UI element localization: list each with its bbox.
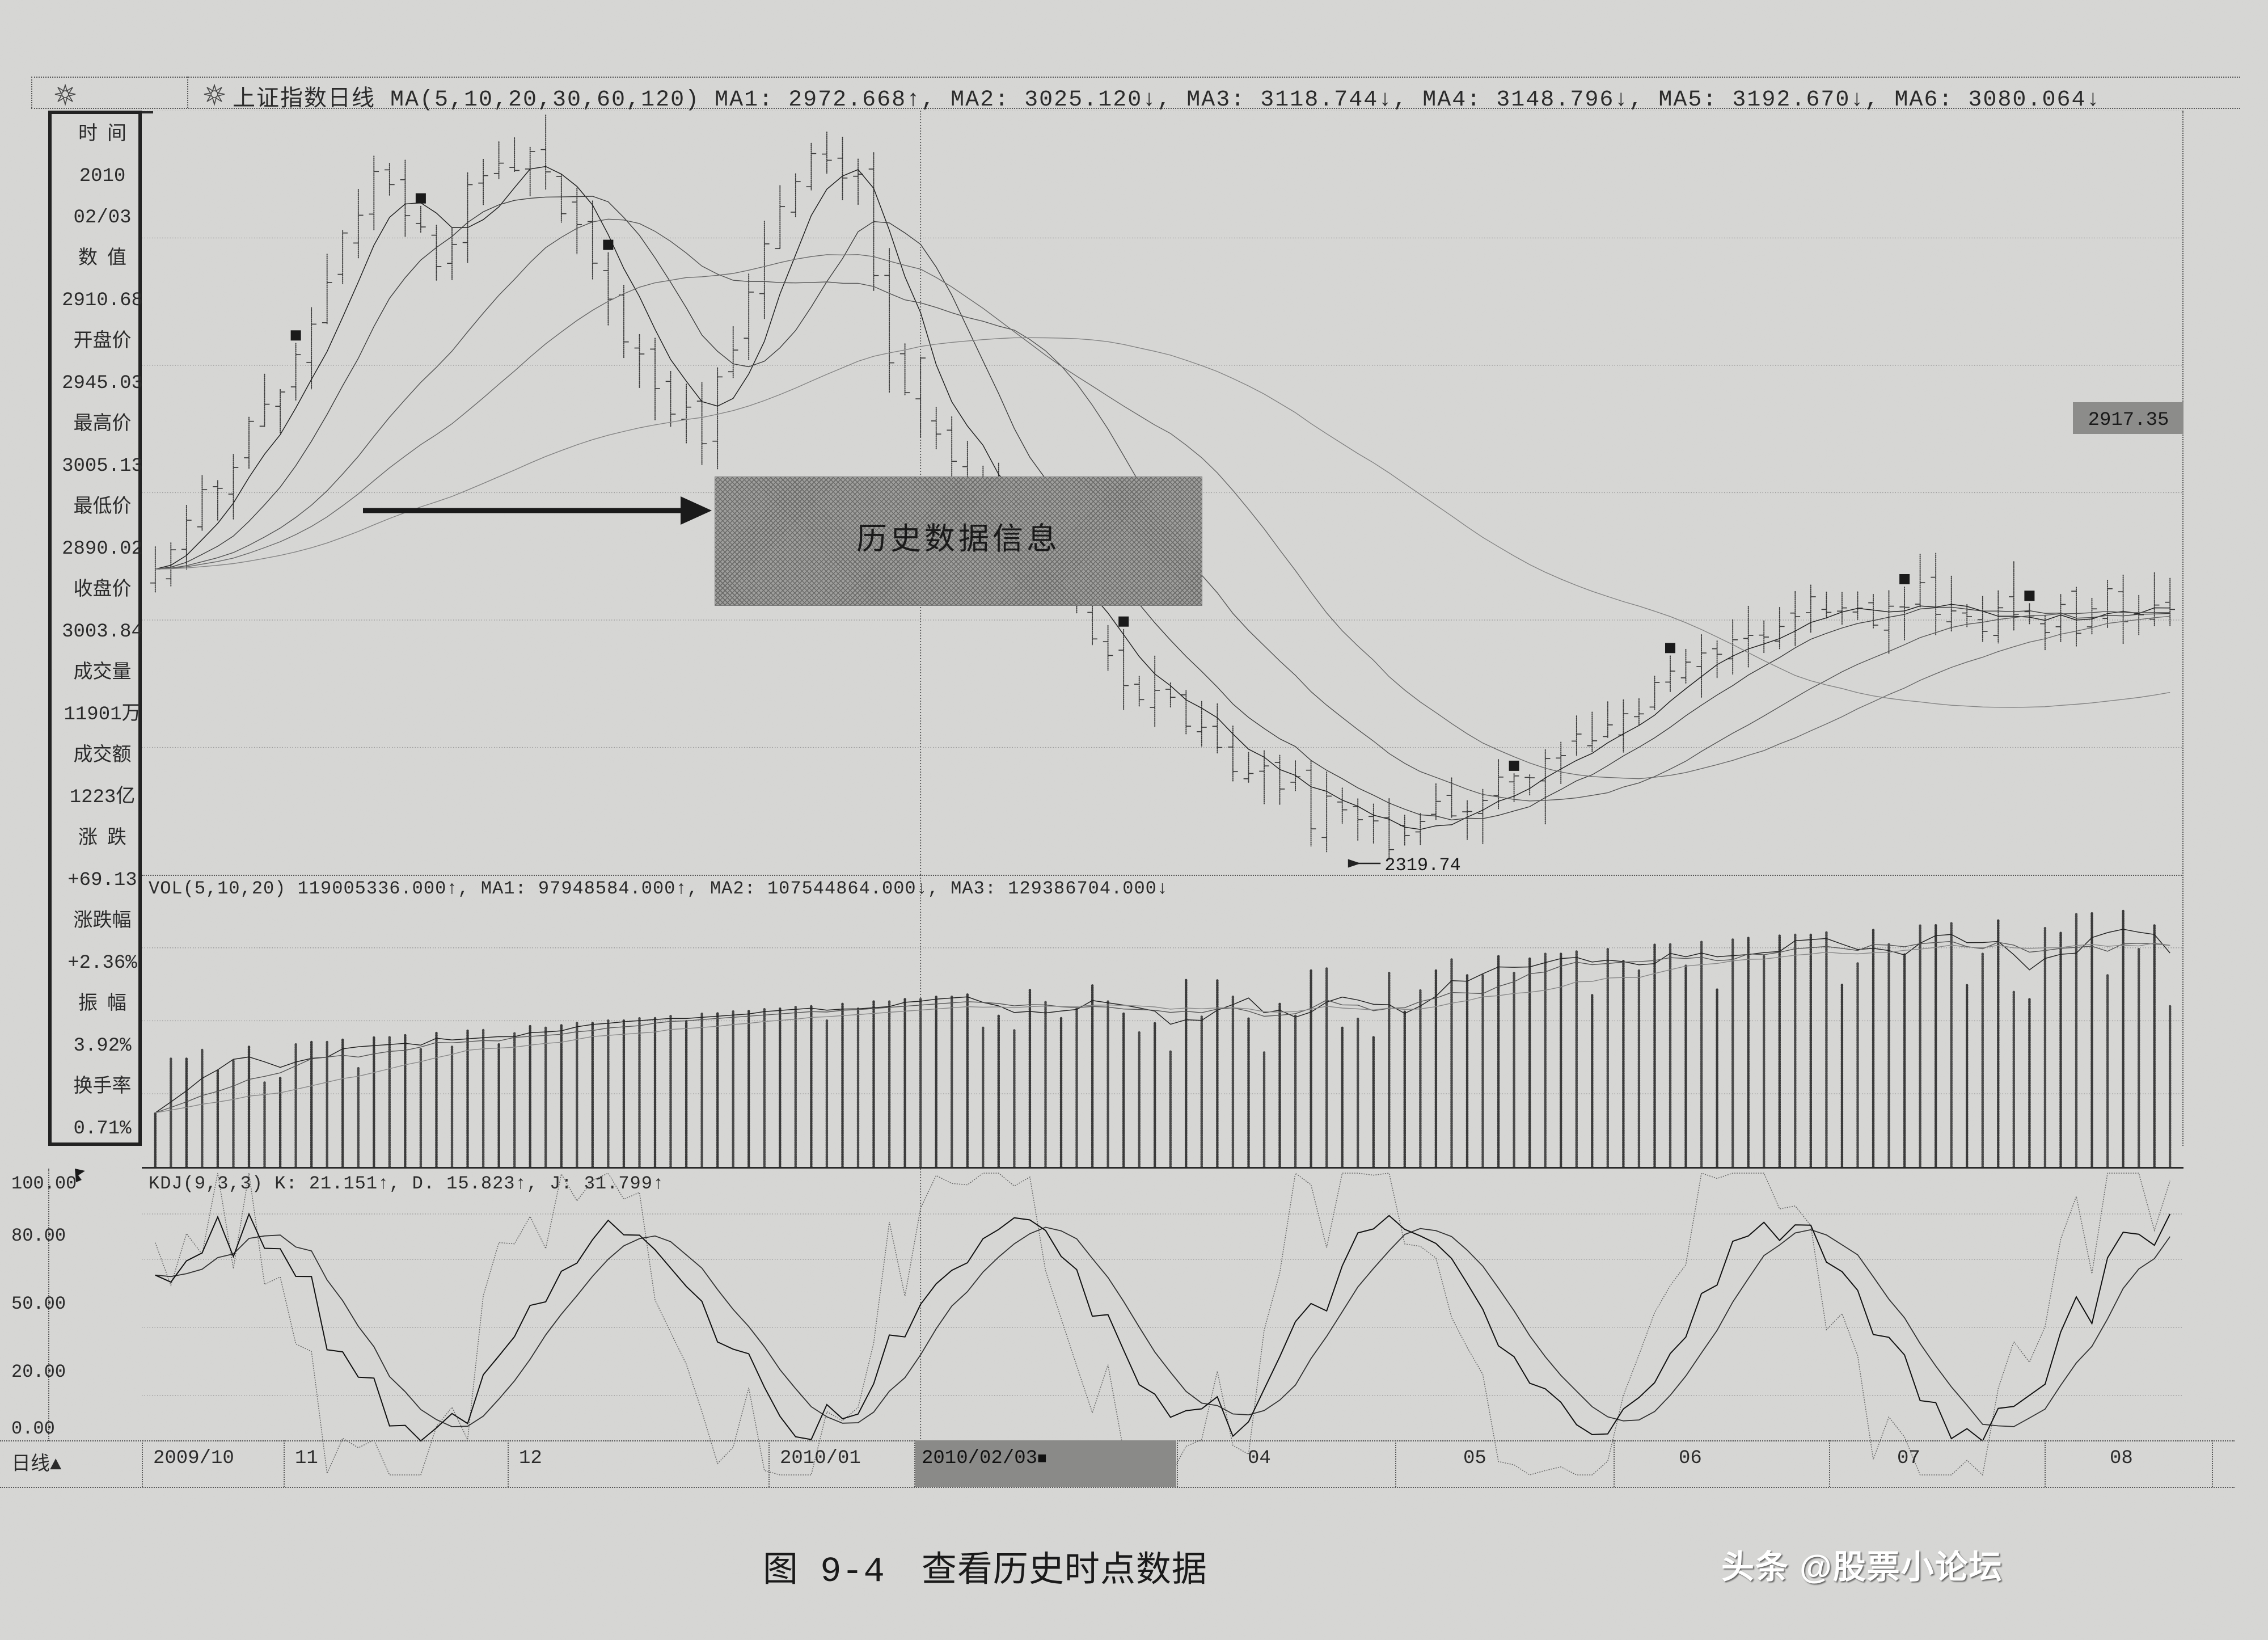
svg-text:2319.74: 2319.74	[1384, 855, 1460, 875]
svg-text:2917.35: 2917.35	[2088, 410, 2169, 431]
